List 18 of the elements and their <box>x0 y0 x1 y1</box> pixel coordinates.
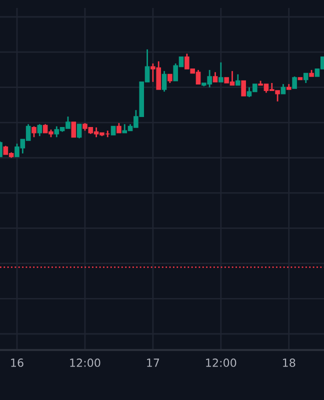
candlestick <box>37 123 42 137</box>
candlestick <box>241 80 246 96</box>
candlestick <box>116 122 122 134</box>
x-tick-label: 12:00 <box>206 358 236 367</box>
x-tick-label: 12:00 <box>70 358 100 367</box>
candlestick <box>71 122 76 138</box>
candlestick <box>303 72 308 84</box>
candlestick <box>212 71 218 83</box>
x-tick-label: 16 <box>11 358 24 367</box>
candlestick <box>32 126 36 138</box>
candlestick <box>76 123 82 139</box>
candlestick <box>218 62 224 83</box>
x-tick-label: 17 <box>147 358 160 367</box>
candlestick <box>236 74 240 86</box>
candlestick <box>292 76 297 90</box>
x-tick-label: 18 <box>283 358 296 367</box>
candlestick <box>162 70 167 92</box>
candlestick <box>280 83 286 95</box>
